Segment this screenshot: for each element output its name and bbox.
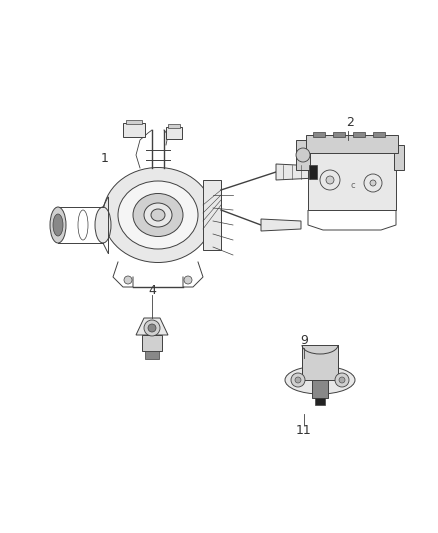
Bar bbox=[126, 120, 142, 124]
Text: c: c bbox=[351, 181, 355, 190]
Text: 4: 4 bbox=[148, 284, 156, 296]
Bar bbox=[315, 398, 325, 405]
Bar bbox=[353, 132, 365, 137]
Bar bbox=[145, 351, 159, 359]
Circle shape bbox=[335, 373, 349, 387]
Ellipse shape bbox=[151, 209, 165, 221]
Bar bbox=[308, 147, 396, 210]
Circle shape bbox=[326, 176, 334, 184]
Polygon shape bbox=[261, 219, 301, 231]
Circle shape bbox=[295, 377, 301, 383]
Bar bbox=[306, 135, 398, 153]
Circle shape bbox=[339, 377, 345, 383]
Text: 1: 1 bbox=[101, 151, 109, 165]
Ellipse shape bbox=[95, 207, 111, 243]
Ellipse shape bbox=[118, 181, 198, 249]
Bar bbox=[333, 132, 345, 137]
Circle shape bbox=[144, 320, 160, 336]
Ellipse shape bbox=[50, 207, 66, 243]
Text: 11: 11 bbox=[296, 424, 312, 437]
Bar bbox=[203, 180, 221, 250]
Bar bbox=[313, 132, 325, 137]
Bar bbox=[373, 132, 385, 137]
Bar bbox=[302, 345, 338, 380]
Circle shape bbox=[296, 148, 310, 162]
Circle shape bbox=[291, 373, 305, 387]
Text: 9: 9 bbox=[300, 334, 308, 346]
Polygon shape bbox=[276, 164, 316, 180]
Bar bbox=[123, 123, 145, 137]
Bar bbox=[309, 165, 317, 179]
Ellipse shape bbox=[144, 203, 172, 227]
Circle shape bbox=[370, 180, 376, 186]
Circle shape bbox=[184, 276, 192, 284]
Ellipse shape bbox=[285, 366, 355, 394]
Bar bbox=[142, 335, 162, 351]
Bar bbox=[168, 124, 180, 128]
Circle shape bbox=[124, 276, 132, 284]
Polygon shape bbox=[136, 318, 168, 335]
Ellipse shape bbox=[133, 193, 183, 237]
Bar bbox=[166, 127, 182, 139]
Bar bbox=[394, 145, 404, 170]
Bar bbox=[312, 380, 328, 398]
Ellipse shape bbox=[53, 214, 63, 236]
Bar bbox=[296, 140, 310, 170]
Ellipse shape bbox=[103, 167, 213, 262]
Circle shape bbox=[148, 324, 156, 332]
Text: 2: 2 bbox=[346, 116, 354, 128]
